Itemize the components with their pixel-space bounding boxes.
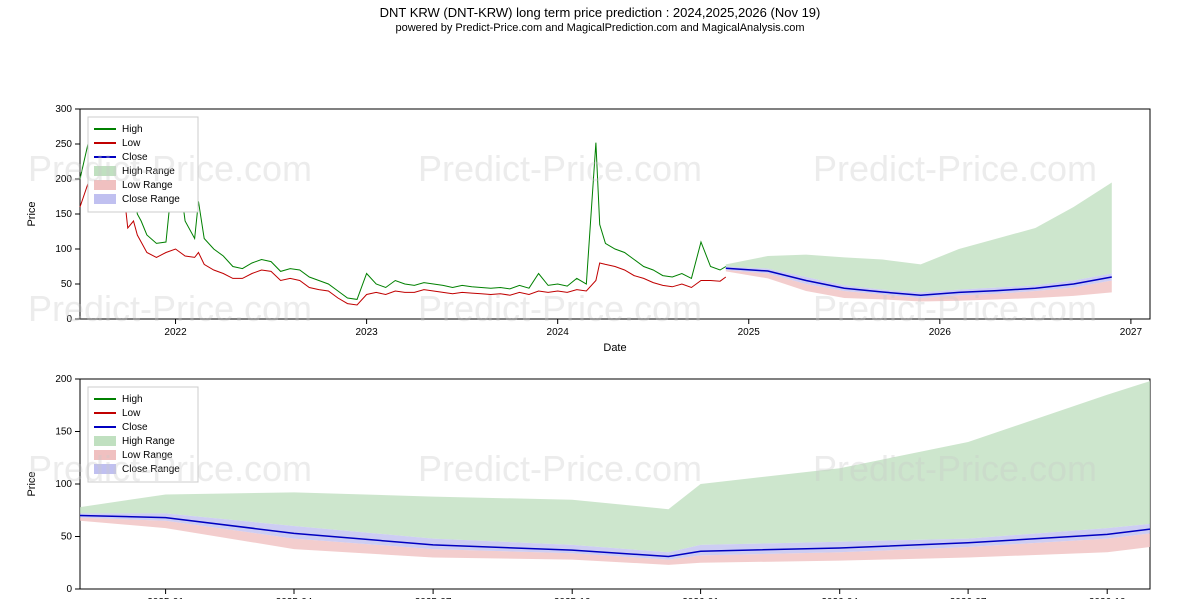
svg-text:50: 50: [61, 532, 73, 543]
svg-text:Date: Date: [603, 342, 626, 354]
svg-text:Low: Low: [122, 138, 141, 149]
svg-text:250: 250: [55, 139, 72, 150]
svg-text:High: High: [122, 124, 143, 135]
charts-wrapper: 0 50 100 150 200 250 300 Price 2022 2023 2024 2025 2…: [0, 39, 1200, 599]
svg-text:High Range: High Range: [122, 166, 175, 177]
svg-text:2026-10: 2026-10: [1089, 597, 1126, 599]
svg-text:2026-07: 2026-07: [950, 597, 987, 599]
svg-text:150: 150: [55, 209, 72, 220]
svg-text:Low Range: Low Range: [122, 450, 173, 461]
svg-text:300: 300: [55, 104, 72, 115]
chart-container: DNT KRW (DNT-KRW) long term price predic…: [0, 0, 1200, 600]
svg-text:Price: Price: [26, 201, 38, 226]
svg-text:High Range: High Range: [122, 436, 175, 447]
svg-text:2027: 2027: [1120, 327, 1143, 338]
svg-text:2026: 2026: [929, 327, 952, 338]
chart-svg: 0 50 100 150 200 250 300 Price 2022 2023 2024 2025 2…: [0, 39, 1200, 599]
svg-text:2025-07: 2025-07: [415, 597, 452, 599]
svg-text:200: 200: [55, 374, 72, 385]
svg-text:2022: 2022: [164, 327, 187, 338]
svg-text:100: 100: [55, 479, 72, 490]
svg-text:2023: 2023: [355, 327, 378, 338]
svg-text:0: 0: [66, 314, 72, 325]
svg-text:2025: 2025: [738, 327, 761, 338]
svg-text:Low Range: Low Range: [122, 180, 173, 191]
svg-text:High: High: [122, 394, 143, 405]
svg-text:2025-04: 2025-04: [276, 597, 313, 599]
svg-text:Low: Low: [122, 408, 141, 419]
svg-text:Close Range: Close Range: [122, 194, 180, 205]
svg-text:2026-04: 2026-04: [821, 597, 858, 599]
svg-text:2025-01: 2025-01: [147, 597, 184, 599]
svg-text:150: 150: [55, 427, 72, 438]
svg-text:50: 50: [61, 279, 73, 290]
chart-title: DNT KRW (DNT-KRW) long term price predic…: [0, 0, 1200, 20]
svg-text:Close: Close: [122, 422, 148, 433]
svg-text:200: 200: [55, 174, 72, 185]
svg-text:2025-10: 2025-10: [554, 597, 591, 599]
svg-text:Price: Price: [26, 471, 38, 496]
svg-text:2024: 2024: [547, 327, 570, 338]
svg-text:0: 0: [66, 584, 72, 595]
chart-subtitle: powered by Predict-Price.com and Magical…: [0, 20, 1200, 39]
svg-text:2026-01: 2026-01: [682, 597, 719, 599]
svg-text:Close: Close: [122, 152, 148, 163]
svg-text:Close Range: Close Range: [122, 464, 180, 475]
svg-text:100: 100: [55, 244, 72, 255]
